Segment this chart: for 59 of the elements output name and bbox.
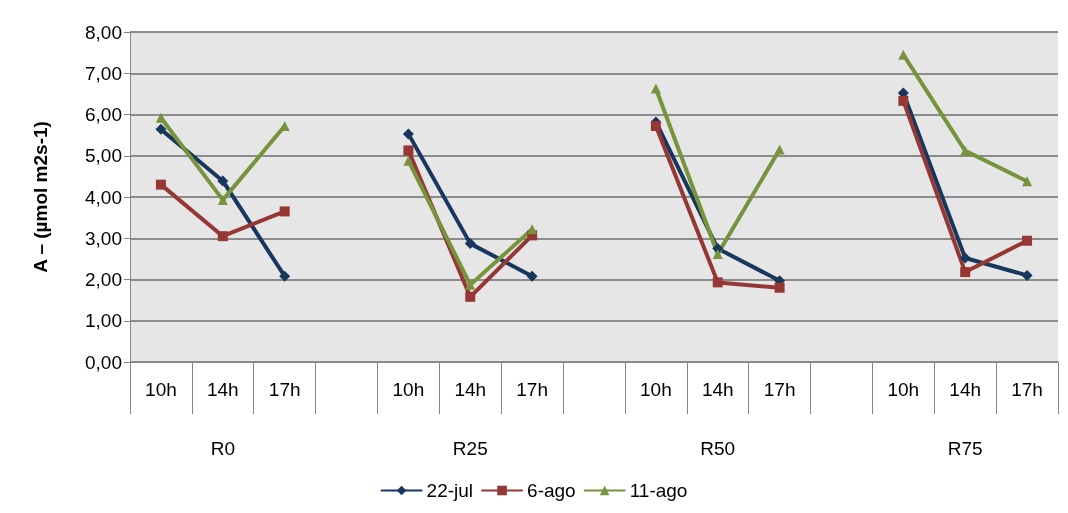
point <box>960 267 971 278</box>
point <box>464 238 476 250</box>
point <box>279 206 290 217</box>
point <box>465 279 476 290</box>
point <box>959 252 971 264</box>
x-tick-label: 14h <box>949 379 982 400</box>
x-tick-label: 17h <box>1011 379 1043 400</box>
legend-label: 6-ago <box>527 480 576 501</box>
x-tick-label: 17h <box>268 379 301 400</box>
text: R0 <box>210 438 235 459</box>
x-tick-label: 10h <box>887 379 920 400</box>
y-axis-title: A – (µmol m2s-1) <box>30 121 51 273</box>
x-tick-label: 17h <box>516 379 548 400</box>
y-tick-label: 4,00 <box>85 186 122 208</box>
point <box>217 175 229 187</box>
point <box>217 194 228 205</box>
point <box>712 248 723 259</box>
x-tick-label: 17h <box>763 379 796 400</box>
x-tick-label: 14h <box>701 379 734 400</box>
point <box>1021 269 1033 281</box>
point <box>155 112 166 123</box>
y-tick-label: 1,00 <box>85 310 122 332</box>
point <box>898 49 909 60</box>
point <box>279 270 291 282</box>
point <box>774 144 785 155</box>
point <box>1022 176 1033 187</box>
point <box>712 277 723 288</box>
y-tick-label: 5,00 <box>85 145 122 167</box>
x-tick-label: 10h <box>392 379 425 400</box>
point <box>527 224 538 235</box>
y-tick-label: 2,00 <box>85 269 122 290</box>
point <box>217 231 228 242</box>
x-tick-label: 10h <box>145 379 177 400</box>
y-tick-label: 0,00 <box>85 351 122 373</box>
point <box>526 270 538 282</box>
point <box>1022 235 1033 246</box>
point <box>465 291 476 302</box>
point <box>403 155 414 166</box>
x-tick-label: 14h <box>206 379 239 400</box>
x-tick-label: 14h <box>454 379 487 400</box>
point <box>650 83 661 94</box>
y-tick-label: 6,00 <box>85 104 122 125</box>
point <box>650 121 661 132</box>
legend-label: 22-jul <box>426 480 474 501</box>
point <box>403 145 414 156</box>
point <box>155 123 167 135</box>
legend-label: 11-ago <box>629 480 688 501</box>
y-tick-label: 8,00 <box>85 21 122 43</box>
point <box>155 179 166 190</box>
text: R50 <box>700 438 736 459</box>
y-tick-label: 3,00 <box>85 227 122 249</box>
point <box>402 128 414 140</box>
point <box>774 282 785 293</box>
text: R25 <box>452 438 488 459</box>
x-tick-label: 10h <box>640 379 672 400</box>
y-tick-label: 7,00 <box>85 62 122 84</box>
point <box>960 145 971 156</box>
text: R75 <box>947 438 983 459</box>
point <box>898 95 909 106</box>
